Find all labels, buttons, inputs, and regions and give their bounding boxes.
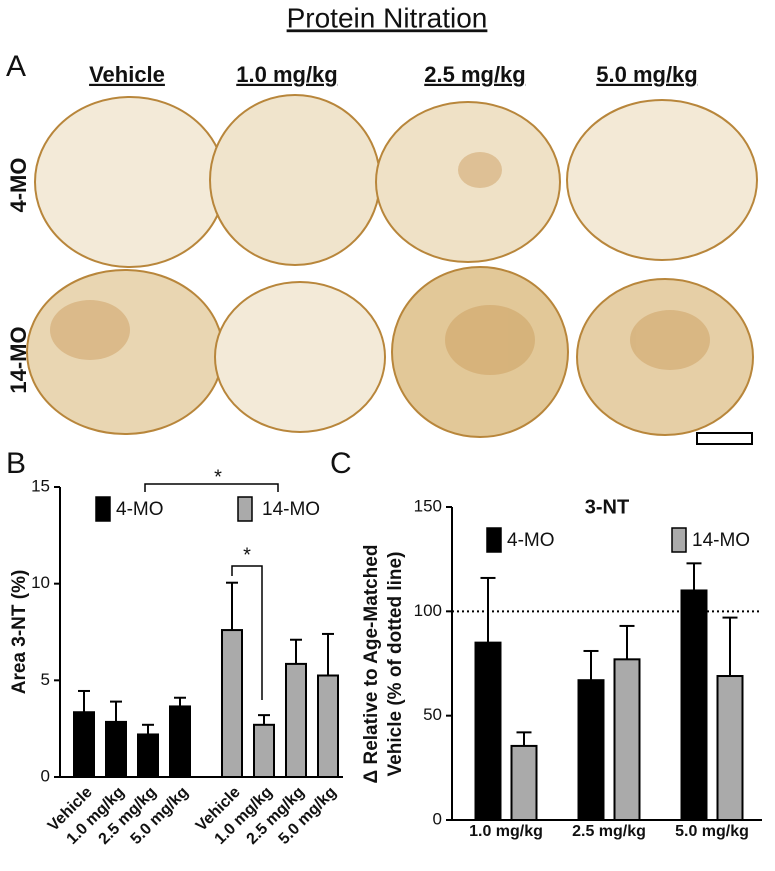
y-tick-label: 0 <box>433 809 442 828</box>
y-axis-label: Δ Relative to Age-Matched <box>361 545 382 784</box>
x-tick-label: 2.5 mg/kg <box>572 823 646 840</box>
y-axis-label: Vehicle (% of dotted line) <box>385 552 406 777</box>
stain <box>445 305 535 375</box>
column-label: 2.5 mg/kg <box>424 62 525 87</box>
y-tick-label: 0 <box>41 766 50 785</box>
tissue-section <box>375 101 561 263</box>
tissue-section <box>26 269 224 435</box>
legend-label: 14-MO <box>692 530 750 551</box>
chart-title: 3-NT <box>585 496 629 518</box>
y-axis-label: Area 3-NT (%) <box>9 570 30 695</box>
legend-swatch <box>95 496 111 522</box>
y-tick-label: 50 <box>423 705 442 724</box>
legend-label: 14-MO <box>262 499 320 520</box>
tissue-section <box>209 94 381 266</box>
column-label: 5.0 mg/kg <box>596 62 697 87</box>
tissue-section <box>214 281 386 433</box>
bar <box>474 641 502 822</box>
bar <box>317 674 339 778</box>
bar <box>577 679 605 822</box>
y-tick-label: 150 <box>414 496 442 515</box>
bar <box>137 733 159 779</box>
figure-title: Protein Nitration <box>287 2 488 33</box>
tissue-section <box>566 99 758 261</box>
legend-swatch <box>486 527 502 553</box>
bar <box>73 711 95 779</box>
stain <box>50 300 130 360</box>
panel-label: C <box>330 447 352 480</box>
tissue-section <box>391 266 569 438</box>
significance-label: * <box>243 544 251 566</box>
column-label: Vehicle <box>89 62 165 87</box>
panel-label: A <box>6 50 26 83</box>
significance-bracket <box>144 483 279 492</box>
tissue-stain <box>50 152 710 375</box>
y-tick-label: 5 <box>41 670 50 689</box>
bar <box>613 658 641 821</box>
tissue-section <box>34 96 226 268</box>
bar <box>285 662 307 779</box>
stain <box>630 310 710 370</box>
stain <box>458 152 502 188</box>
bar <box>169 705 191 779</box>
bar <box>680 589 708 822</box>
y-tick-label: 15 <box>31 476 50 495</box>
panel-label: B <box>6 447 26 480</box>
legend-swatch <box>237 496 253 522</box>
bar <box>510 744 538 822</box>
y-tick-label: 100 <box>414 601 442 620</box>
significance-bracket <box>231 565 263 700</box>
significance-label: * <box>214 466 222 488</box>
y-tick-label: 10 <box>31 573 50 592</box>
x-tick-label: 5.0 mg/kg <box>675 823 749 840</box>
bar <box>105 720 127 779</box>
legend-label: 4-MO <box>116 499 164 520</box>
tissue-images <box>26 94 758 438</box>
tissue-section <box>576 278 754 436</box>
row-label: 4-MO <box>6 158 31 213</box>
legend-label: 4-MO <box>507 530 555 551</box>
x-tick-label: 1.0 mg/kg <box>469 823 543 840</box>
bar <box>221 629 243 778</box>
scale-bar <box>696 432 753 445</box>
bar <box>716 675 744 822</box>
bar <box>253 723 275 778</box>
legend-swatch <box>671 527 687 553</box>
column-label: 1.0 mg/kg <box>236 62 337 87</box>
